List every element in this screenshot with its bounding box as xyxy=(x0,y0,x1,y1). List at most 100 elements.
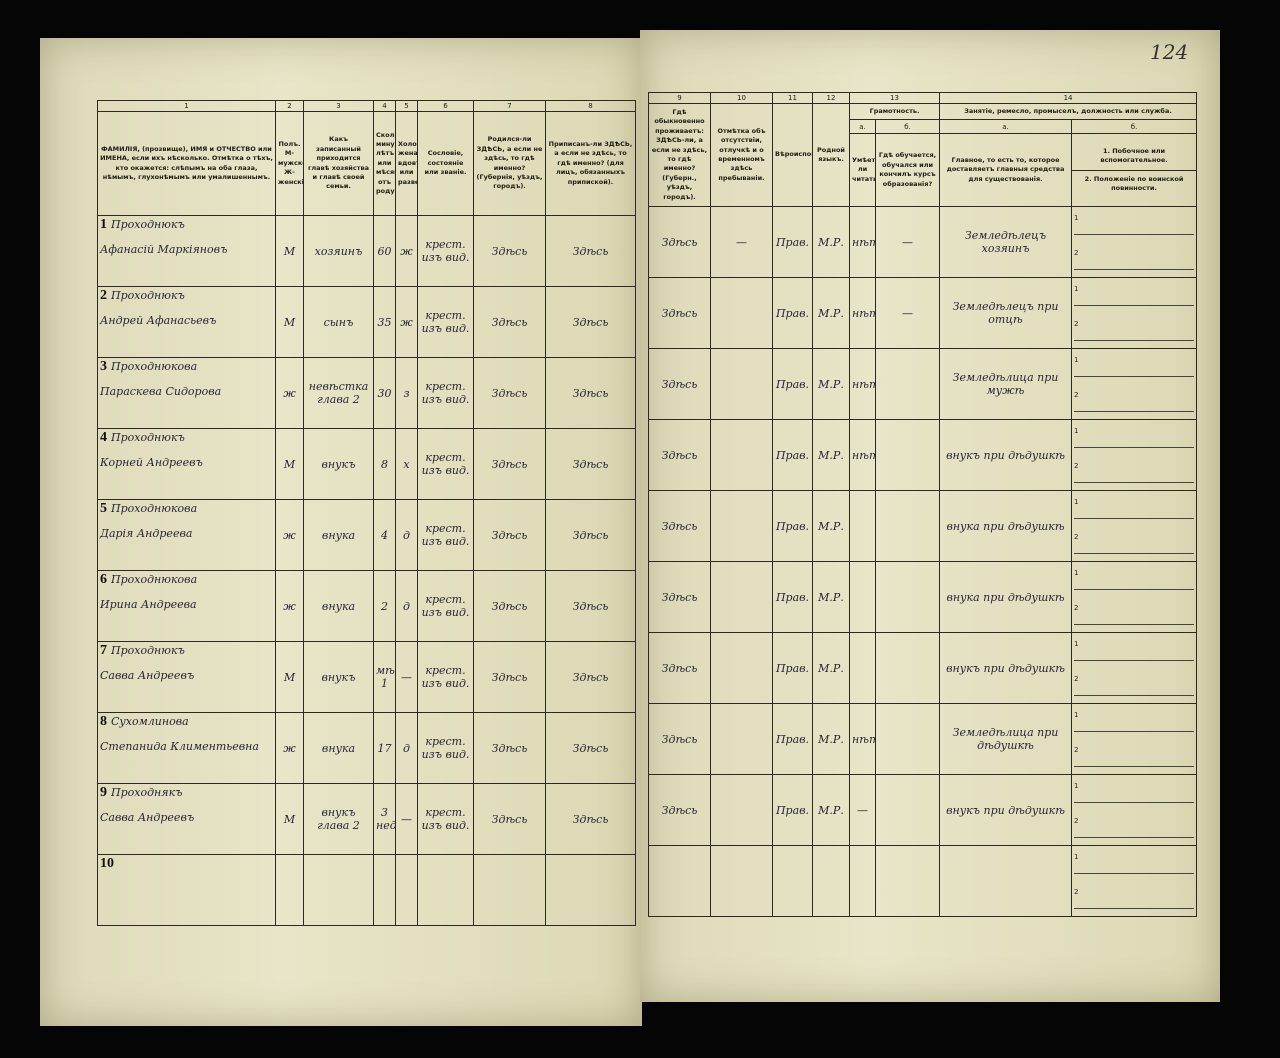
cell: Здѣсь xyxy=(648,632,711,704)
line-label: 2 xyxy=(1074,746,1195,767)
page-number: 124 xyxy=(1150,40,1189,64)
left-table: 1 2 3 4 5 6 7 8 ФАМИЛІЯ, (прозвище), ИМЯ… xyxy=(97,100,636,926)
cell xyxy=(874,348,941,420)
sub-header: Главное, то есть то, которое доставляетъ… xyxy=(939,133,1073,207)
line-label: 2 xyxy=(1074,391,1195,412)
table-row: Здѣсь Прав. М.Р. внука при дѣдушкѣ 1 2 xyxy=(648,561,1198,633)
cell: Прав. xyxy=(772,490,813,562)
sub-header: 2. Положеніе по воинской повинности. xyxy=(1084,174,1184,193)
cell: Здѣсь xyxy=(648,490,711,562)
line-label: 2 xyxy=(1074,817,1195,838)
column-header: Полъ. М-мужской. Ж-женскій. xyxy=(275,111,304,216)
cell: — xyxy=(874,206,941,278)
cell: невѣстка глава 2 xyxy=(303,357,374,429)
cell: 30 xyxy=(373,357,396,429)
line-label: 1 xyxy=(1074,853,1195,874)
cell: внукъ xyxy=(303,641,374,713)
cell: Прав. xyxy=(772,419,813,491)
cell: Здѣсь xyxy=(648,277,711,349)
column-header: Родной языкъ. xyxy=(812,103,850,207)
cell: Земледѣлецъ при отцѣ xyxy=(939,277,1073,349)
table-row: 5 Проходнюкова Дарія Андреева ж внука 4 д крест… xyxy=(97,499,636,571)
row-number: 10 xyxy=(100,856,114,871)
cell xyxy=(303,854,374,926)
cell: М.Р. xyxy=(812,206,850,278)
cell: М.Р. xyxy=(812,490,850,562)
cell xyxy=(710,490,773,562)
cell: Здѣсь xyxy=(545,428,636,500)
table-row: 10 xyxy=(97,854,636,926)
cell: М.Р. xyxy=(812,419,850,491)
cell: з xyxy=(395,357,418,429)
given-name: Савва Андреевъ xyxy=(100,669,195,682)
column-number: 4 xyxy=(373,100,396,112)
row-number: 8 xyxy=(100,714,107,729)
line-label: 1 xyxy=(1074,285,1195,306)
name-cell: 9 Проходнякъ Савва Андреевъ xyxy=(97,783,276,855)
given-name: Корней Андреевъ xyxy=(100,456,203,469)
row-number: 6 xyxy=(100,572,107,587)
cell: М.Р. xyxy=(812,703,850,775)
cell: крест. изъ вид. xyxy=(417,641,474,713)
row-number: 3 xyxy=(100,359,107,374)
cell xyxy=(710,348,773,420)
given-name: Ирина Андреева xyxy=(100,598,197,611)
given-name: Степанида Климентьевна xyxy=(100,740,259,753)
cell: — xyxy=(849,774,876,846)
cell: крест. изъ вид. xyxy=(417,712,474,784)
cell xyxy=(710,561,773,633)
cell: Здѣсь xyxy=(473,215,546,287)
cell: крест. изъ вид. xyxy=(417,570,474,642)
cell xyxy=(772,845,813,917)
cell: Здѣсь xyxy=(648,348,711,420)
right-page: 124 9 10 11 12 13 14 Гдѣ обыкновенно про… xyxy=(640,30,1220,1002)
cell: ж xyxy=(395,286,418,358)
table-row: Здѣсь Прав. М.Р. — внукъ при дѣдушкѣ 1 2 xyxy=(648,774,1198,846)
table-row: 7 Проходнюкъ Савва Андреевъ Мвнукъмѣсяцевъ … xyxy=(97,641,636,713)
cell: — xyxy=(874,277,941,349)
table-row: 6 Проходнюкова Ирина Андреева ж внука 2 д крест… xyxy=(97,570,636,642)
cell: Прав. xyxy=(772,348,813,420)
surname: Проходнякъ xyxy=(111,786,183,799)
cell: х xyxy=(395,428,418,500)
cell: 8 xyxy=(373,428,396,500)
sub-letter: б. xyxy=(874,119,941,135)
name-line: 1 Проходнюкъ xyxy=(100,217,273,233)
surname: Проходнюкъ xyxy=(111,289,185,302)
cell: М xyxy=(275,286,304,358)
cell xyxy=(417,854,474,926)
given-name: Параскева Сидорова xyxy=(100,385,222,398)
line-label: 1 xyxy=(1074,356,1195,377)
name-line: 6 Проходнюкова xyxy=(100,572,273,588)
cell: д xyxy=(395,712,418,784)
cell: М xyxy=(275,783,304,855)
cell: нѣтъ xyxy=(849,419,876,491)
cell: Здѣсь xyxy=(545,286,636,358)
cell: хозяинъ xyxy=(303,215,374,287)
cell: Здѣсь xyxy=(648,206,711,278)
name-cell: 2 Проходнюкъ Андрей Афанасьевъ xyxy=(97,286,276,358)
cell xyxy=(874,632,941,704)
name-line: 9 Проходнякъ xyxy=(100,785,273,801)
cell: — xyxy=(395,641,418,713)
cell: Земледѣлецъ хозяинъ xyxy=(939,206,1073,278)
cell: Здѣсь xyxy=(473,286,546,358)
row-number: 9 xyxy=(100,785,107,800)
cell xyxy=(710,632,773,704)
column-number: 3 xyxy=(303,100,374,112)
surname: Сухомлинова xyxy=(111,715,189,728)
cell xyxy=(874,561,941,633)
